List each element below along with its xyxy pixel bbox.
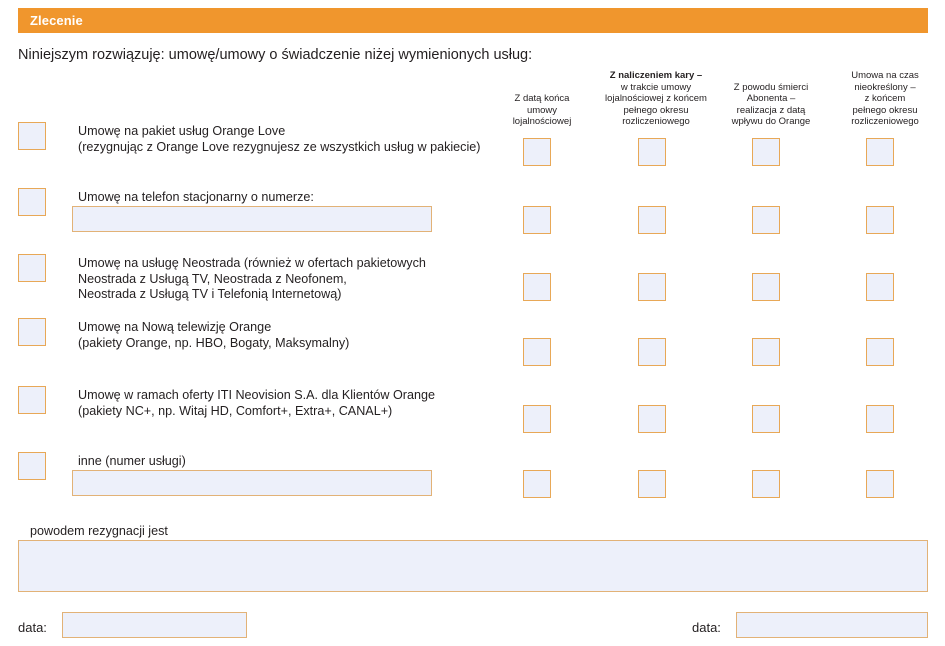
checkbox-orange-love-z-powodu-smierci-abonenta[interactable]: [752, 138, 780, 166]
checkbox-orange-love-z-data-konca-umowy-lojalnosciowej[interactable]: [523, 138, 551, 166]
row-select-checkbox-nowa-telewizja-orange[interactable]: [18, 318, 46, 346]
column-header-line: pełnego okresu: [852, 104, 918, 116]
column-header-line: umowy: [526, 104, 558, 116]
column-header-line: Umowa na czas: [851, 70, 919, 82]
row-select-checkbox-neostrada[interactable]: [18, 254, 46, 282]
checkbox-iti-neovision-umowa-na-czas-nieokreslony[interactable]: [866, 405, 894, 433]
column-headers: Z datą końca umowy lojalnościowej Z nali…: [490, 62, 945, 128]
row-label-neostrada: Umowę na usługę Neostrada (również w ofe…: [78, 256, 426, 302]
column-header-umowa-na-czas-nieokreslony: Umowa na czas nieokreślony – z końcem pe…: [833, 70, 937, 128]
checkbox-telefon-stacjonarny-umowa-na-czas-nieokreslony[interactable]: [866, 206, 894, 234]
row-label-inne: inne (numer usługi): [78, 454, 186, 468]
reason-field-label: powodem rezygnacji jest: [30, 524, 168, 538]
checkbox-telefon-stacjonarny-z-data-konca-umowy-lojalnosciowej[interactable]: [523, 206, 551, 234]
column-header-line-bold: Z naliczeniem kary –: [609, 70, 703, 82]
row-select-checkbox-inne[interactable]: [18, 452, 46, 480]
date-left-label: data:: [18, 620, 47, 635]
column-header-line: nieokreślony –: [854, 81, 916, 93]
column-header-line: lojalnościowej z końcem: [605, 93, 707, 105]
row-label-iti-neovision: Umowę w ramach oferty ITI Neovision S.A.…: [78, 388, 435, 418]
section-title: Zlecenie: [30, 13, 83, 28]
column-header-line: rozliczeniowego: [622, 116, 690, 128]
date-left-input[interactable]: [62, 612, 247, 638]
row-label-nowa-telewizja-orange: Umowę na Nową telewizję Orange (pakiety …: [78, 320, 350, 350]
checkbox-nowa-telewizja-orange-z-naliczeniem-kary[interactable]: [638, 338, 666, 366]
column-header-z-powodu-smierci-abonenta: Z powodu śmierci Abonenta – realizacja z…: [719, 82, 823, 128]
column-header-line: realizacja z datą: [736, 104, 806, 116]
column-header-z-data-konca-umowy-lojalnosciowej: Z datą końca umowy lojalnościowej: [490, 93, 594, 128]
row-label-telefon-stacjonarny: Umowę na telefon stacjonarny o numerze:: [78, 190, 314, 204]
checkbox-neostrada-umowa-na-czas-nieokreslony[interactable]: [866, 273, 894, 301]
checkbox-iti-neovision-z-naliczeniem-kary[interactable]: [638, 405, 666, 433]
column-header-line: Z datą końca: [514, 93, 570, 105]
checkbox-inne-z-data-konca-umowy-lojalnosciowej[interactable]: [523, 470, 551, 498]
checkbox-inne-z-naliczeniem-kary[interactable]: [638, 470, 666, 498]
checkbox-nowa-telewizja-orange-z-powodu-smierci-abonenta[interactable]: [752, 338, 780, 366]
section-header-bar: Zlecenie: [18, 8, 928, 33]
checkbox-iti-neovision-z-powodu-smierci-abonenta[interactable]: [752, 405, 780, 433]
row-select-checkbox-telefon-stacjonarny[interactable]: [18, 188, 46, 216]
checkbox-telefon-stacjonarny-z-naliczeniem-kary[interactable]: [638, 206, 666, 234]
date-right-label: data:: [692, 620, 721, 635]
checkbox-nowa-telewizja-orange-z-data-konca-umowy-lojalnosciowej[interactable]: [523, 338, 551, 366]
date-right-input[interactable]: [736, 612, 928, 638]
checkbox-orange-love-z-naliczeniem-kary[interactable]: [638, 138, 666, 166]
row-label-orange-love: Umowę na pakiet usług Orange Love (rezyg…: [78, 124, 481, 154]
checkbox-inne-umowa-na-czas-nieokreslony[interactable]: [866, 470, 894, 498]
column-header-line: pełnego okresu: [623, 104, 689, 116]
checkbox-neostrada-z-naliczeniem-kary[interactable]: [638, 273, 666, 301]
column-header-z-naliczeniem-kary: Z naliczeniem kary – w trakcie umowy loj…: [604, 70, 708, 128]
column-header-line: wpływu do Orange: [731, 116, 811, 128]
column-header-line: lojalnościowej: [512, 116, 572, 128]
checkbox-neostrada-z-data-konca-umowy-lojalnosciowej[interactable]: [523, 273, 551, 301]
reason-textarea[interactable]: [18, 540, 928, 592]
column-header-line: rozliczeniowego: [851, 116, 919, 128]
checkbox-iti-neovision-z-data-konca-umowy-lojalnosciowej[interactable]: [523, 405, 551, 433]
checkbox-telefon-stacjonarny-z-powodu-smierci-abonenta[interactable]: [752, 206, 780, 234]
column-header-line: w trakcie umowy: [620, 81, 692, 93]
column-header-line: Z powodu śmierci: [733, 81, 809, 93]
input-telefon-stacjonarny-numer[interactable]: [72, 206, 432, 232]
column-header-line: z końcem: [864, 93, 906, 105]
input-inne-numer-uslugi[interactable]: [72, 470, 432, 496]
column-header-line: Abonenta –: [746, 93, 796, 105]
row-select-checkbox-iti-neovision[interactable]: [18, 386, 46, 414]
checkbox-nowa-telewizja-orange-umowa-na-czas-nieokreslony[interactable]: [866, 338, 894, 366]
intro-text: Niniejszym rozwiązuję: umowę/umowy o świ…: [18, 47, 533, 63]
checkbox-neostrada-z-powodu-smierci-abonenta[interactable]: [752, 273, 780, 301]
row-select-checkbox-orange-love[interactable]: [18, 122, 46, 150]
checkbox-orange-love-umowa-na-czas-nieokreslony[interactable]: [866, 138, 894, 166]
checkbox-inne-z-powodu-smierci-abonenta[interactable]: [752, 470, 780, 498]
